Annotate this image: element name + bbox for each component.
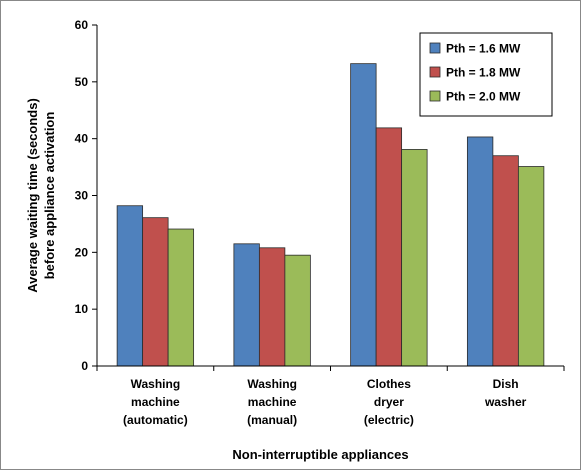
bar (258, 247, 286, 367)
y-tick-label: 30 (75, 189, 89, 203)
x-category-label: machine (248, 395, 297, 409)
bar (401, 149, 428, 367)
legend-label: Pth = 1.6 MW (446, 42, 521, 56)
y-tick-label: 40 (75, 132, 89, 146)
legend-swatch (429, 42, 441, 54)
labels-layer: 0 10 20 30 40 50 60 Washing machine (automatic) Wa… (25, 18, 527, 462)
legend-label: Pth = 1.8 MW (446, 66, 521, 80)
x-category-label: machine (131, 395, 180, 409)
x-category-label: dryer (374, 395, 404, 409)
bar (116, 205, 144, 367)
x-category-label: washer (484, 395, 527, 409)
bar (142, 217, 169, 367)
legend-swatch (429, 90, 441, 102)
bar (492, 155, 519, 367)
bar (350, 63, 377, 367)
x-category-label: Dish (493, 377, 519, 391)
y-axis-title: before appliance activation (42, 112, 57, 280)
bar (375, 127, 403, 367)
y-tick-label: 0 (81, 359, 88, 373)
x-category-label: Washing (247, 377, 297, 391)
bar (233, 243, 260, 367)
bar (284, 254, 311, 367)
bar (466, 136, 494, 367)
x-axis-title: Non-interruptible appliances (232, 447, 408, 462)
x-category-label: Washing (131, 377, 181, 391)
legend-label: Pth = 2.0 MW (446, 90, 521, 104)
axes-layer (92, 24, 565, 371)
legend: Pth = 1.6 MW Pth = 1.8 MW Pth = 2.0 MW (419, 32, 553, 117)
y-tick-label: 20 (75, 245, 89, 259)
y-axis-title: Average waiting time (seconds) (25, 98, 40, 293)
x-category-label: (electric) (364, 413, 414, 427)
legend-swatch (429, 66, 441, 78)
bars-layer (116, 63, 545, 367)
bar (517, 166, 545, 367)
x-category-label: (manual) (247, 413, 297, 427)
y-tick-label: 10 (75, 302, 89, 316)
y-tick-label: 50 (75, 75, 89, 89)
y-tick-label: 60 (75, 18, 89, 32)
x-category-label: Clothes (367, 377, 411, 391)
x-category-label: (automatic) (123, 413, 188, 427)
legend-box (419, 32, 553, 117)
bar (167, 228, 195, 367)
